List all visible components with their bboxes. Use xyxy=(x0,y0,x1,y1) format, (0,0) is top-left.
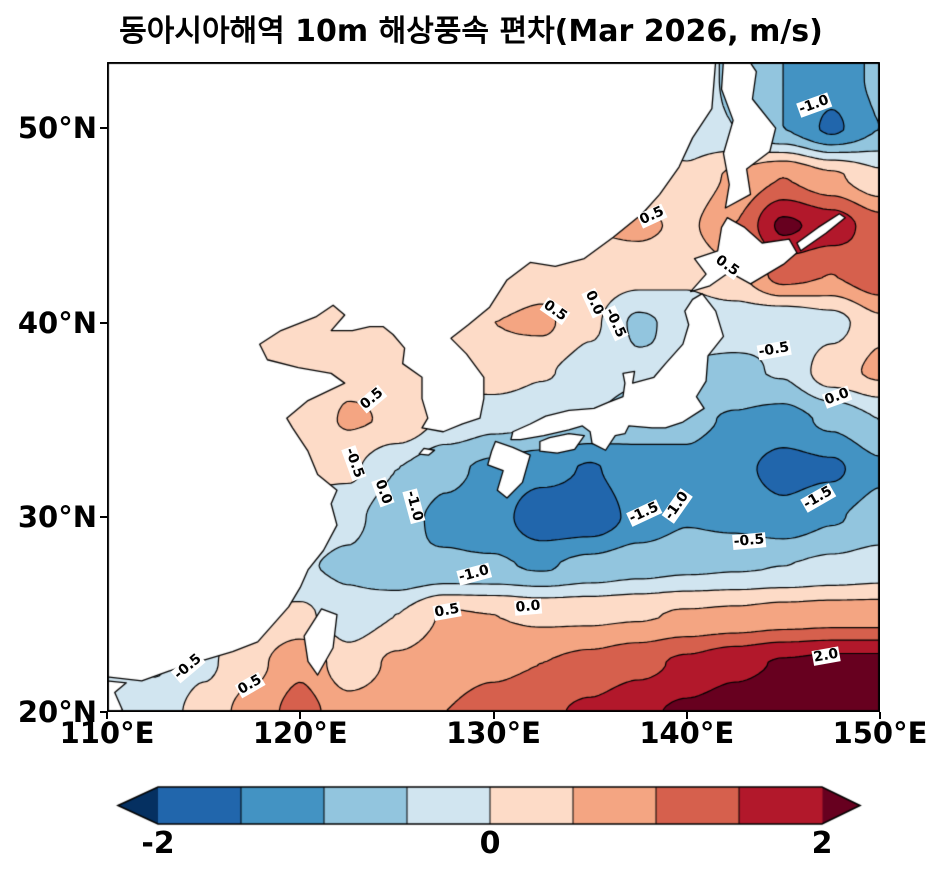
y-tick-label: 40°N xyxy=(17,305,97,340)
x-tick-label: 130°E xyxy=(446,716,541,750)
x-tick-label: 120°E xyxy=(252,716,348,750)
y-tick-label: 50°N xyxy=(17,111,97,146)
y-tick-mark xyxy=(100,516,107,519)
chart-title: 동아시아해역 10m 해상풍속 편차(Mar 2026, m/s) xyxy=(119,14,823,49)
x-tick-mark xyxy=(492,712,495,719)
y-tick-mark xyxy=(100,711,107,713)
colorbar-tick-label: -2 xyxy=(141,826,175,861)
y-tick-label: 30°N xyxy=(17,500,97,535)
map-canvas xyxy=(107,62,880,712)
y-tick-mark xyxy=(100,321,107,324)
x-tick-label: 150°E xyxy=(832,716,928,750)
map-plot: 0.5 0.5 0.5 0.0 -0.5 -0.5 0.0 0.5 -0.5 0.0 -1.0 -1.… xyxy=(107,62,880,712)
x-tick-mark xyxy=(106,712,108,719)
colorbar-canvas xyxy=(0,777,942,837)
colorbar-tick-label: 2 xyxy=(811,826,833,861)
x-tick-mark xyxy=(879,712,881,719)
x-tick-label: 110°E xyxy=(59,716,155,750)
x-tick-label: 140°E xyxy=(639,716,735,750)
y-tick-label: 20°N xyxy=(17,695,97,729)
x-tick-mark xyxy=(299,712,302,719)
y-tick-mark xyxy=(100,127,107,130)
colorbar-tick-label: 0 xyxy=(479,826,501,861)
x-tick-mark xyxy=(685,712,688,719)
